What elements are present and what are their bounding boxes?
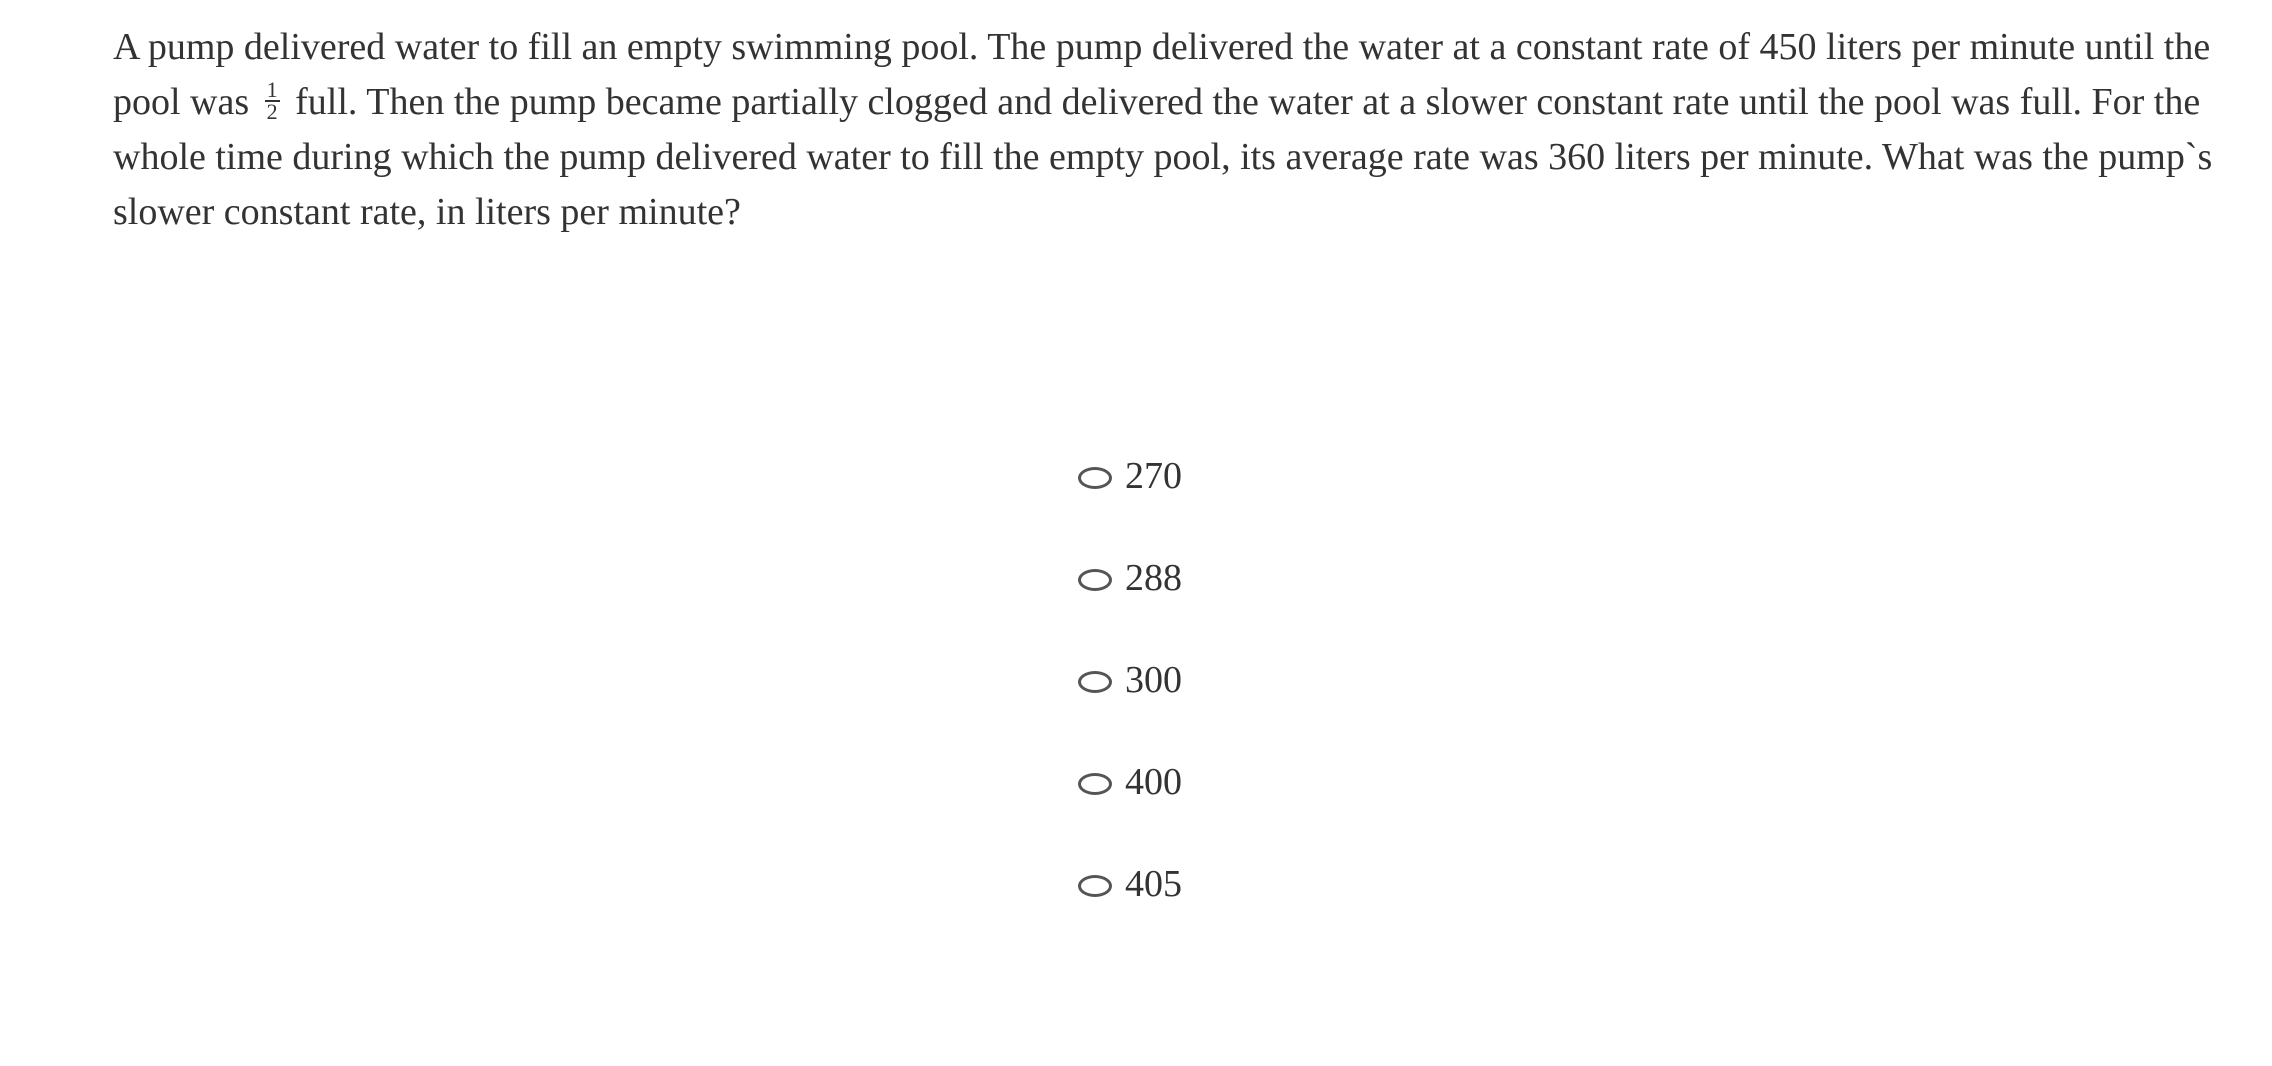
fraction-numerator: 1 xyxy=(264,77,280,103)
option-label: 270 xyxy=(1125,455,1182,497)
radio-button-icon[interactable] xyxy=(1078,569,1112,591)
radio-button-icon[interactable] xyxy=(1078,467,1112,489)
question-part-2: full. Then the pump became partially clo… xyxy=(113,81,2213,233)
option-300[interactable]: 300 xyxy=(1078,629,1182,731)
fraction-denominator: 2 xyxy=(266,99,278,125)
option-288[interactable]: 288 xyxy=(1078,527,1182,629)
option-label: 400 xyxy=(1125,761,1182,803)
option-400[interactable]: 400 xyxy=(1078,731,1182,833)
question-part-1: A pump delivered water to fill an empty … xyxy=(113,26,2211,123)
radio-button-icon[interactable] xyxy=(1078,671,1112,693)
option-label: 405 xyxy=(1125,863,1182,905)
option-270[interactable]: 270 xyxy=(1078,425,1182,527)
option-label: 300 xyxy=(1125,659,1182,701)
question-text: A pump delivered water to fill an empty … xyxy=(113,20,2233,240)
option-label: 288 xyxy=(1125,557,1182,599)
radio-button-icon[interactable] xyxy=(1078,773,1112,795)
answer-options: 270 288 300 400 405 xyxy=(1078,425,1182,935)
radio-button-icon[interactable] xyxy=(1078,875,1112,897)
option-405[interactable]: 405 xyxy=(1078,833,1182,935)
